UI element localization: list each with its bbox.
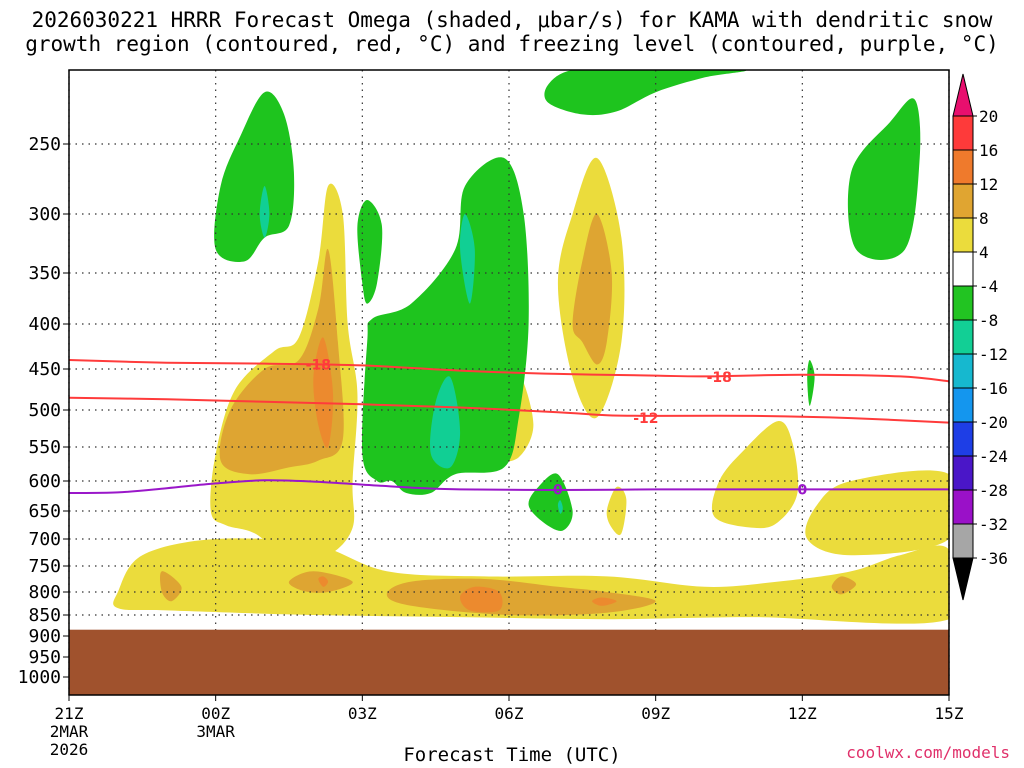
colorbar-label--36: -36 <box>979 549 1008 568</box>
colorbar-swatch-13 <box>952 523 974 559</box>
omega-region-27-level-neg8 <box>557 500 563 514</box>
omega-region-17-level-neg4 <box>361 157 529 495</box>
contour-label-1: -18 <box>707 370 732 386</box>
colorbar-label-16: 16 <box>979 141 998 160</box>
colorbar-swatch-2 <box>952 149 974 185</box>
colorbar-label--4: -4 <box>979 277 998 296</box>
colorbar-swatch-12 <box>952 489 974 525</box>
contour-line-dendritic--18 <box>69 359 949 383</box>
omega-region-9-level-8 <box>386 578 656 616</box>
y-tick-label-750: 750 <box>28 556 61 577</box>
contour-label-0: -18 <box>306 358 331 374</box>
omega-region-14-level-12 <box>460 586 503 613</box>
y-tick-label-950: 950 <box>28 647 61 668</box>
y-tick-label-500: 500 <box>28 400 61 421</box>
omega-region-24-level-neg8 <box>259 186 270 238</box>
omega-region-26-level-neg8 <box>459 214 475 304</box>
colorbar-label-20: 20 <box>979 107 998 126</box>
colorbar-swatch-7 <box>952 319 974 355</box>
colorbar-label-12: 12 <box>979 175 998 194</box>
omega-region-8-level-8 <box>572 213 613 365</box>
site-credit[interactable]: coolwx.com/models <box>846 743 1010 762</box>
omega-region-0-level-4 <box>113 538 949 624</box>
x-tick-label-15Z-0: 15Z <box>935 704 964 723</box>
chart-title-line-1: 2026030221 HRRR Forecast Omega (shaded, … <box>31 8 993 32</box>
y-tick-label-450: 450 <box>28 359 61 380</box>
ground-below-surface <box>69 629 949 695</box>
y-tick-label-800: 800 <box>28 582 61 603</box>
colorbar-bottom-arrow <box>952 557 974 601</box>
colorbar: 20 16 12 8 4 -4 -8 -12 -16 -20 -24 -28 -32 -36 <box>952 73 1008 601</box>
chart-title-line-2: growth region (contoured, red, °C) and f… <box>25 32 999 56</box>
colorbar-swatch-3 <box>952 183 974 219</box>
colorbar-swatch-9 <box>952 387 974 423</box>
contour-label-4: 0 <box>797 482 807 498</box>
colorbar-label-8: 8 <box>979 209 989 228</box>
omega-region-18-level-neg4 <box>357 200 383 304</box>
x-axis-label: Forecast Time (UTC) <box>403 744 621 766</box>
x-tick-label-09Z-0: 09Z <box>641 704 670 723</box>
x-tick-label-00Z-1: 3MAR <box>196 722 235 741</box>
omega-region-7-level-8 <box>219 248 344 475</box>
y-tick-label-300: 300 <box>28 204 61 225</box>
x-tick-label-12Z-0: 12Z <box>788 704 817 723</box>
omega-region-4-level-4 <box>711 421 799 529</box>
colorbar-top-arrow <box>952 73 974 117</box>
omega-region-15-level-12 <box>592 597 617 606</box>
x-tick-label-21Z-0: 21Z <box>55 704 84 723</box>
y-tick-label-350: 350 <box>28 263 61 284</box>
y-axis-ticks: 2503003504004505005506006507007508008509… <box>18 134 69 688</box>
x-tick-label-21Z-1: 2MAR <box>50 722 89 741</box>
omega-shading <box>113 70 949 624</box>
x-tick-label-03Z-0: 03Z <box>348 704 377 723</box>
omega-region-21-level-neg4 <box>847 98 921 260</box>
x-tick-label-00Z-0: 00Z <box>201 704 230 723</box>
colorbar-label--8: -8 <box>979 311 998 330</box>
omega-region-16-level-12 <box>318 576 329 587</box>
y-tick-label-850: 850 <box>28 605 61 626</box>
contour-line-freezing-level <box>69 479 949 494</box>
contour-lines <box>69 359 949 494</box>
x-tick-label-06Z-0: 06Z <box>495 704 524 723</box>
contour-labels: -18 -18 -12 0 0 <box>306 358 808 499</box>
colorbar-swatch-5 <box>952 251 974 287</box>
y-tick-label-650: 650 <box>28 501 61 522</box>
colorbar-label--24: -24 <box>979 447 1008 466</box>
omega-region-5-level-4 <box>805 470 949 556</box>
contour-label-2: -12 <box>633 411 658 427</box>
omega-region-23-level-neg4 <box>807 360 815 406</box>
omega-region-11-level-8 <box>160 571 182 602</box>
y-tick-label-1000: 1000 <box>18 667 61 688</box>
omega-region-6-level-4 <box>606 486 627 536</box>
colorbar-label--20: -20 <box>979 413 1008 432</box>
colorbar-label-4: 4 <box>979 243 989 262</box>
contour-label-3: 0 <box>553 482 563 498</box>
y-tick-label-900: 900 <box>28 626 61 647</box>
y-tick-label-400: 400 <box>28 314 61 335</box>
x-tick-label-21Z-2: 2026 <box>50 740 89 759</box>
colorbar-swatch-10 <box>952 421 974 457</box>
omega-region-19-level-neg4 <box>214 91 295 262</box>
y-tick-label-600: 600 <box>28 471 61 492</box>
colorbar-swatch-1 <box>952 115 974 151</box>
colorbar-label--32: -32 <box>979 515 1008 534</box>
y-tick-label-550: 550 <box>28 437 61 458</box>
y-tick-label-250: 250 <box>28 134 61 155</box>
colorbar-swatch-6 <box>952 285 974 321</box>
omega-region-20-level-neg4 <box>544 70 747 116</box>
contour-line-dendritic--12 <box>69 396 949 424</box>
omega-region-22-level-neg4 <box>528 473 573 531</box>
colorbar-label--16: -16 <box>979 379 1008 398</box>
colorbar-label--28: -28 <box>979 481 1008 500</box>
colorbar-label--12: -12 <box>979 345 1008 364</box>
omega-region-25-level-neg8 <box>430 376 461 469</box>
omega-region-12-level-8 <box>831 576 857 595</box>
y-tick-label-700: 700 <box>28 529 61 550</box>
colorbar-swatch-8 <box>952 353 974 389</box>
colorbar-swatch-4 <box>952 217 974 253</box>
colorbar-swatch-11 <box>952 455 974 491</box>
